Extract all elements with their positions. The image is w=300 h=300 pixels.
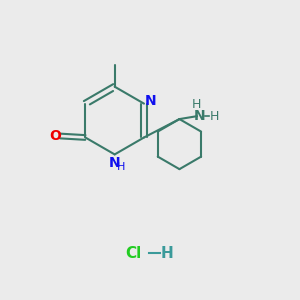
Text: N: N bbox=[194, 109, 206, 123]
Text: N: N bbox=[145, 94, 156, 108]
Text: H: H bbox=[209, 110, 219, 123]
Text: H: H bbox=[161, 246, 173, 261]
Text: H: H bbox=[117, 162, 125, 172]
Text: H: H bbox=[192, 98, 201, 111]
Text: N: N bbox=[108, 156, 120, 170]
Text: O: O bbox=[49, 129, 61, 143]
Text: Cl: Cl bbox=[126, 246, 142, 261]
